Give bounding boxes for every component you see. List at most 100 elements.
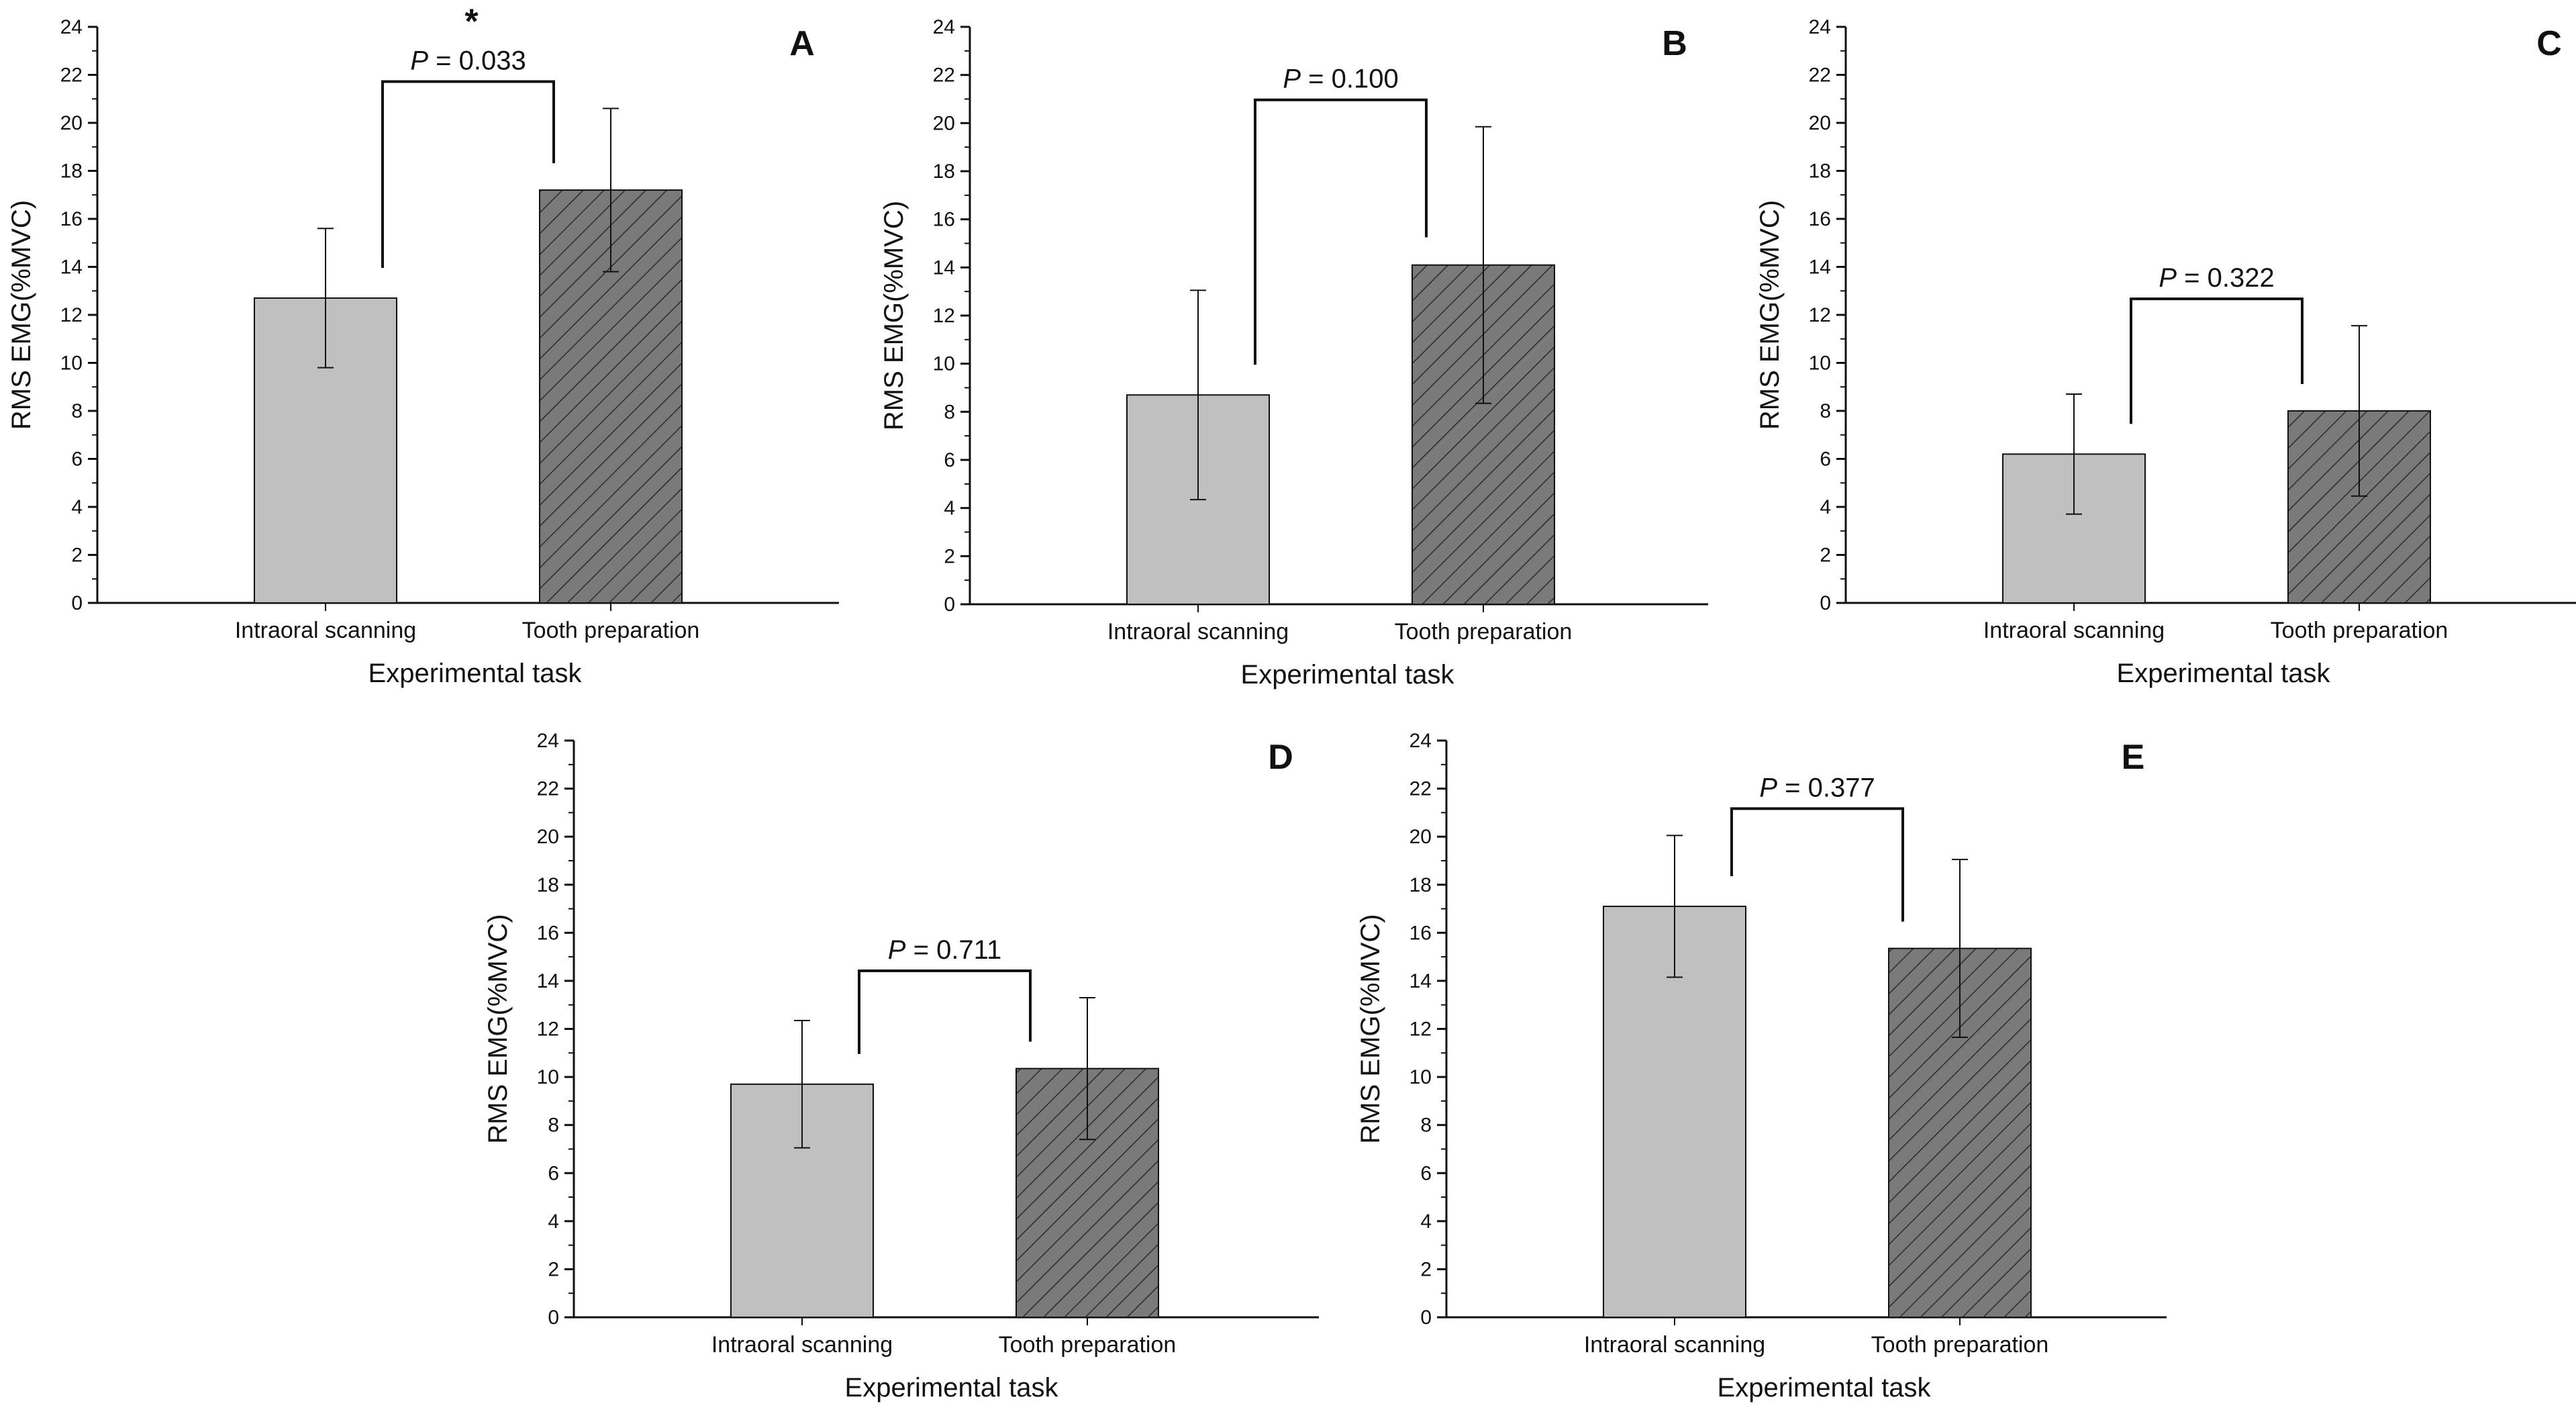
p-value: = 0.033 bbox=[428, 46, 526, 76]
significance-bracket bbox=[381, 80, 555, 268]
y-tick-label: 12 bbox=[537, 1019, 559, 1041]
panel-letter: D bbox=[1268, 738, 1293, 777]
x-tick-label: Tooth preparation bbox=[999, 1332, 1177, 1358]
x-tick-label: Tooth preparation bbox=[522, 618, 700, 643]
y-tick-label: 6 bbox=[1420, 1162, 1432, 1184]
p-value-annotation: P = 0.377 bbox=[1759, 773, 1875, 802]
y-tick-label: 4 bbox=[944, 498, 955, 520]
y-tick-label: 2 bbox=[944, 545, 955, 567]
x-tick-label: Intraoral scanning bbox=[1584, 1332, 1765, 1358]
y-tick-label: 16 bbox=[60, 208, 83, 230]
y-tick-label: 16 bbox=[933, 209, 955, 231]
y-tick-label: 12 bbox=[60, 304, 83, 326]
y-axis-title: RMS EMG(%MVC) bbox=[1755, 200, 1785, 430]
y-tick-label: 20 bbox=[1809, 112, 1831, 134]
x-tick-label: Intraoral scanning bbox=[1983, 618, 2165, 643]
y-tick-label: 2 bbox=[548, 1258, 559, 1280]
y-tick-label: 12 bbox=[933, 305, 955, 327]
y-tick-label: 14 bbox=[1809, 256, 1831, 279]
p-value: = 0.100 bbox=[1301, 64, 1399, 94]
significance-bracket bbox=[1730, 807, 1904, 922]
y-tick-label: 10 bbox=[1809, 352, 1831, 375]
y-tick-label: 4 bbox=[1420, 1211, 1432, 1233]
y-tick-label: 0 bbox=[1420, 1307, 1432, 1329]
y-tick-label: 4 bbox=[71, 496, 83, 518]
y-tick-label: 12 bbox=[1409, 1019, 1432, 1041]
y-tick-label: 14 bbox=[537, 970, 559, 992]
p-symbol: P bbox=[2159, 263, 2177, 293]
y-tick-label: 6 bbox=[1820, 448, 1831, 471]
y-tick-label: 6 bbox=[548, 1162, 559, 1184]
panel-letter: E bbox=[2122, 738, 2145, 777]
y-tick-label: 22 bbox=[1809, 64, 1831, 87]
y-tick-label: 4 bbox=[548, 1211, 559, 1233]
p-value-annotation: P = 0.711 bbox=[888, 935, 1001, 965]
bar-intraoral-scanning bbox=[730, 1083, 874, 1318]
y-axis-title: RMS EMG(%MVC) bbox=[879, 201, 909, 430]
x-tick-label: Tooth preparation bbox=[2271, 618, 2448, 643]
y-tick-label: 2 bbox=[71, 545, 83, 567]
y-tick-label: 18 bbox=[1409, 874, 1432, 896]
panel-letter: C bbox=[2536, 24, 2562, 63]
bar-intraoral-scanning bbox=[1603, 905, 1746, 1318]
p-value: = 0.377 bbox=[1777, 773, 1875, 802]
y-axis-title: RMS EMG(%MVC) bbox=[483, 914, 513, 1143]
y-tick-label: 4 bbox=[1820, 496, 1831, 518]
y-tick-label: 14 bbox=[60, 256, 83, 279]
p-value: = 0.322 bbox=[2177, 263, 2275, 293]
y-tick-label: 8 bbox=[71, 400, 83, 422]
significance-star: * bbox=[464, 3, 479, 42]
p-value-annotation: P = 0.322 bbox=[2159, 263, 2274, 293]
y-tick-label: 8 bbox=[1420, 1115, 1432, 1137]
x-axis-title: Experimental task bbox=[1241, 660, 1455, 690]
y-tick-label: 14 bbox=[1409, 970, 1432, 992]
p-value: = 0.711 bbox=[905, 935, 1001, 965]
y-tick-label: 18 bbox=[933, 160, 955, 183]
panel-letter: B bbox=[1662, 24, 1687, 63]
x-tick-label: Intraoral scanning bbox=[1107, 619, 1289, 645]
p-symbol: P bbox=[1283, 64, 1301, 94]
y-tick-label: 18 bbox=[60, 160, 83, 183]
y-tick-label: 24 bbox=[60, 16, 83, 38]
y-tick-label: 8 bbox=[1820, 400, 1831, 422]
y-tick-label: 8 bbox=[944, 401, 955, 423]
y-tick-label: 24 bbox=[537, 730, 559, 752]
x-axis-title: Experimental task bbox=[1718, 1373, 1932, 1403]
y-tick-label: 16 bbox=[1409, 922, 1432, 944]
y-tick-label: 0 bbox=[548, 1307, 559, 1329]
y-tick-label: 10 bbox=[537, 1066, 559, 1088]
significance-bracket bbox=[2130, 297, 2303, 424]
y-tick-label: 10 bbox=[933, 353, 955, 375]
y-tick-label: 0 bbox=[71, 592, 83, 614]
y-tick-label: 0 bbox=[944, 594, 955, 616]
p-symbol: P bbox=[888, 935, 906, 965]
y-tick-label: 6 bbox=[71, 448, 83, 471]
y-tick-label: 24 bbox=[933, 16, 955, 38]
y-tick-label: 22 bbox=[1409, 778, 1432, 800]
x-tick-label: Tooth preparation bbox=[1871, 1332, 2049, 1358]
y-tick-label: 22 bbox=[933, 64, 955, 87]
p-symbol: P bbox=[1759, 773, 1777, 802]
x-axis-title: Experimental task bbox=[2117, 659, 2331, 688]
y-tick-label: 6 bbox=[944, 449, 955, 471]
y-tick-label: 10 bbox=[1409, 1066, 1432, 1088]
y-tick-label: 14 bbox=[933, 256, 955, 279]
y-tick-label: 22 bbox=[537, 778, 559, 800]
y-tick-label: 10 bbox=[60, 352, 83, 375]
y-tick-label: 22 bbox=[60, 64, 83, 87]
y-tick-label: 16 bbox=[1809, 208, 1831, 230]
y-tick-label: 2 bbox=[1420, 1258, 1432, 1280]
significance-bracket bbox=[1254, 98, 1428, 365]
y-tick-label: 16 bbox=[537, 922, 559, 944]
y-tick-label: 24 bbox=[1809, 16, 1831, 38]
x-tick-label: Intraoral scanning bbox=[235, 618, 416, 643]
y-tick-label: 24 bbox=[1409, 730, 1432, 752]
significance-bracket bbox=[858, 969, 1032, 1054]
